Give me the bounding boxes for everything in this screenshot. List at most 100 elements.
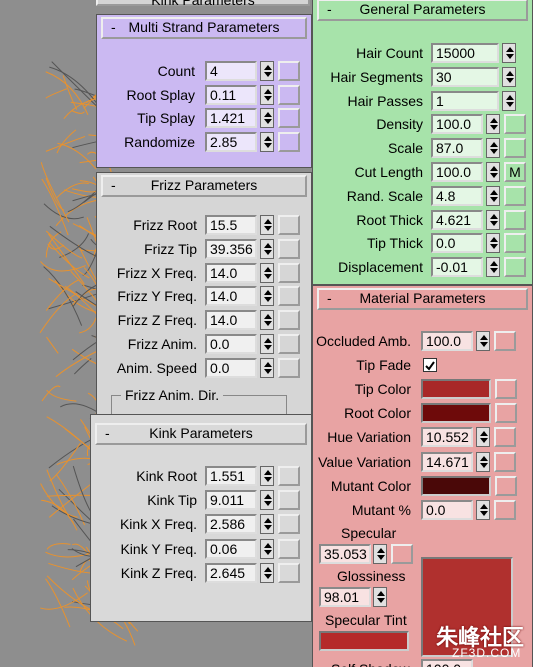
map-button[interactable] bbox=[278, 215, 300, 235]
map-button[interactable] bbox=[495, 403, 517, 424]
spinner[interactable] bbox=[260, 215, 274, 235]
map-button[interactable] bbox=[504, 257, 526, 278]
spinner[interactable] bbox=[260, 238, 274, 259]
color-swatch[interactable] bbox=[421, 475, 491, 496]
color-swatch[interactable] bbox=[421, 403, 491, 424]
spinner[interactable] bbox=[260, 131, 274, 152]
value-field[interactable]: 0.06 bbox=[205, 538, 257, 559]
value-field[interactable]: 15.5 bbox=[205, 215, 257, 235]
map-button[interactable] bbox=[391, 544, 413, 564]
map-button[interactable] bbox=[494, 331, 516, 351]
spinner[interactable] bbox=[502, 43, 516, 63]
value-field[interactable]: 30 bbox=[431, 66, 499, 87]
map-button[interactable] bbox=[278, 286, 300, 307]
map-button[interactable] bbox=[278, 514, 300, 535]
value-field[interactable]: 14.671 bbox=[421, 451, 473, 472]
value-field[interactable]: 35.053 bbox=[319, 544, 371, 564]
spinner[interactable] bbox=[476, 451, 490, 472]
map-button[interactable] bbox=[278, 562, 300, 583]
value-field[interactable]: 0.0 bbox=[205, 334, 257, 354]
map-button[interactable] bbox=[494, 427, 516, 448]
spinner[interactable] bbox=[502, 90, 516, 111]
value-field[interactable]: 4 bbox=[205, 61, 257, 81]
color-swatch[interactable] bbox=[319, 631, 409, 651]
value-field[interactable]: 14.0 bbox=[205, 310, 257, 331]
button[interactable]: M bbox=[504, 162, 526, 182]
value-field[interactable]: 100.0 bbox=[421, 659, 473, 667]
value-field[interactable]: 39.356 bbox=[205, 238, 257, 259]
spinner[interactable] bbox=[476, 331, 490, 351]
map-button[interactable] bbox=[495, 475, 517, 496]
spinner[interactable] bbox=[260, 490, 274, 511]
value-field[interactable]: 98.01 bbox=[319, 587, 371, 607]
value-field[interactable]: 0.11 bbox=[205, 84, 257, 105]
map-button[interactable] bbox=[278, 131, 300, 152]
value-field[interactable]: 15000 bbox=[431, 43, 499, 63]
spinner[interactable] bbox=[260, 334, 274, 354]
map-button[interactable] bbox=[504, 114, 526, 135]
map-button[interactable] bbox=[504, 209, 526, 230]
checkbox[interactable] bbox=[423, 358, 437, 373]
panel-header[interactable]: Material Parameters - bbox=[317, 288, 528, 310]
spinner[interactable] bbox=[486, 257, 500, 278]
value-field[interactable]: 9.011 bbox=[205, 490, 257, 511]
spinner[interactable] bbox=[486, 233, 500, 254]
value-field[interactable]: 10.552 bbox=[421, 427, 473, 448]
map-button[interactable] bbox=[494, 451, 516, 472]
spinner[interactable] bbox=[260, 514, 274, 535]
value-field[interactable]: 87.0 bbox=[431, 138, 483, 159]
map-button[interactable] bbox=[278, 490, 300, 511]
value-field[interactable]: 1.551 bbox=[205, 466, 257, 486]
value-field[interactable]: 1.421 bbox=[205, 108, 257, 128]
spinner[interactable] bbox=[476, 427, 490, 448]
spinner[interactable] bbox=[260, 357, 274, 378]
map-button[interactable] bbox=[278, 310, 300, 331]
color-swatch[interactable] bbox=[421, 379, 491, 400]
value-field[interactable]: 14.0 bbox=[205, 286, 257, 307]
spinner[interactable] bbox=[486, 114, 500, 135]
map-button[interactable] bbox=[278, 357, 300, 378]
map-button[interactable] bbox=[278, 84, 300, 105]
value-field[interactable]: 4.621 bbox=[431, 209, 483, 230]
spinner[interactable] bbox=[260, 84, 274, 105]
value-field[interactable]: 2.85 bbox=[205, 131, 257, 152]
spinner[interactable] bbox=[260, 466, 274, 486]
value-field[interactable]: 14.0 bbox=[205, 262, 257, 283]
value-field[interactable]: 0.0 bbox=[205, 357, 257, 378]
value-field[interactable]: 100.0 bbox=[431, 114, 483, 135]
spinner[interactable] bbox=[260, 562, 274, 583]
panel-header[interactable]: Kink Parameters - bbox=[95, 423, 307, 445]
spinner[interactable] bbox=[486, 138, 500, 159]
spinner[interactable] bbox=[260, 262, 274, 283]
value-field[interactable]: 0.0 bbox=[421, 499, 473, 520]
map-button[interactable] bbox=[278, 238, 300, 259]
spinner[interactable] bbox=[373, 587, 387, 607]
value-field[interactable]: 1 bbox=[431, 90, 499, 111]
map-button[interactable] bbox=[278, 108, 300, 128]
value-field[interactable]: -0.01 bbox=[431, 257, 483, 278]
value-field[interactable]: 100.0 bbox=[421, 331, 473, 351]
spinner[interactable] bbox=[260, 108, 274, 128]
map-button[interactable] bbox=[504, 138, 526, 159]
spinner[interactable] bbox=[502, 66, 516, 87]
value-field[interactable]: 100.0 bbox=[431, 162, 483, 182]
panel-header[interactable]: Multi Strand Parameters - bbox=[101, 17, 307, 39]
map-button[interactable] bbox=[278, 262, 300, 283]
map-button[interactable] bbox=[278, 466, 300, 486]
map-button[interactable] bbox=[278, 334, 300, 354]
panel-header[interactable]: General Parameters - bbox=[317, 0, 528, 21]
panel-header[interactable]: Kink Parameters bbox=[96, 0, 310, 8]
spinner[interactable] bbox=[260, 310, 274, 331]
spinner[interactable] bbox=[260, 538, 274, 559]
value-field[interactable]: 2.645 bbox=[205, 562, 257, 583]
spinner[interactable] bbox=[486, 209, 500, 230]
value-field[interactable]: 0.0 bbox=[431, 233, 483, 254]
spinner[interactable] bbox=[260, 61, 274, 81]
map-button[interactable] bbox=[278, 538, 300, 559]
value-field[interactable]: 4.8 bbox=[431, 185, 483, 206]
map-button[interactable] bbox=[494, 499, 516, 520]
map-button[interactable] bbox=[278, 61, 300, 81]
spinner[interactable] bbox=[373, 544, 387, 564]
spinner[interactable] bbox=[486, 185, 500, 206]
spinner[interactable] bbox=[260, 286, 274, 307]
